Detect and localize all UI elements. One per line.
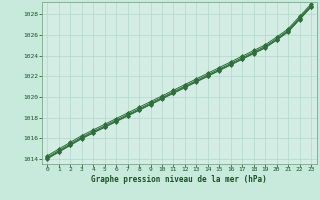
X-axis label: Graphe pression niveau de la mer (hPa): Graphe pression niveau de la mer (hPa) [91, 175, 267, 184]
